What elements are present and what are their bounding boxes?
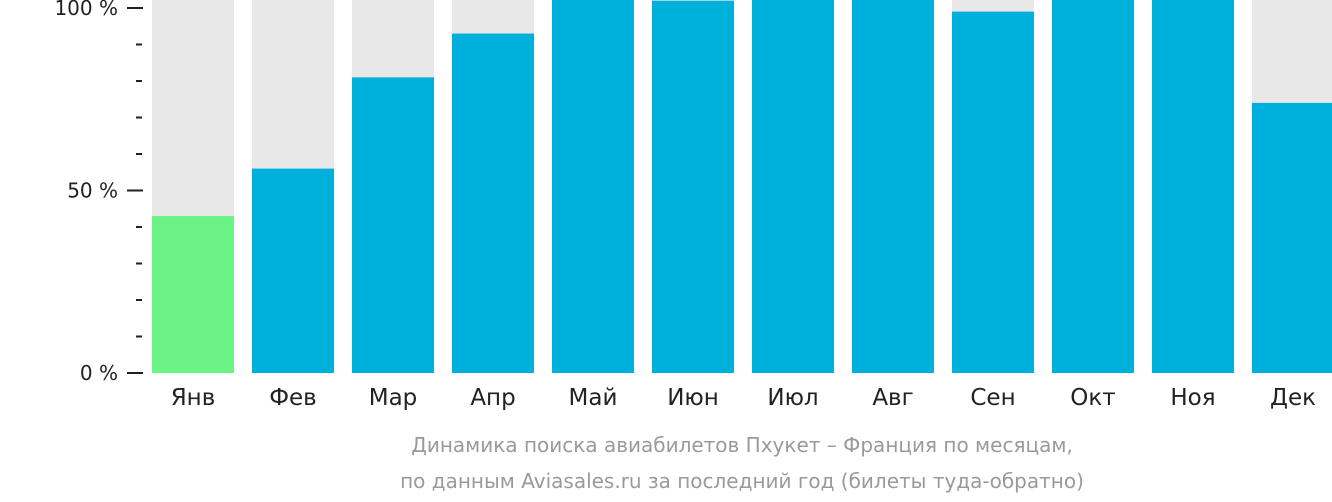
bar-10 <box>1052 0 1134 373</box>
bar-1 <box>152 216 234 373</box>
bar-11 <box>1152 0 1234 373</box>
x-tick-label-4: Апр <box>470 385 515 411</box>
y-tick-label-3: 0 % <box>80 361 118 385</box>
x-tick-label-10: Окт <box>1070 385 1115 411</box>
bar-5 <box>552 0 634 373</box>
y-axis: 100 % 50 % 0 % <box>54 0 143 385</box>
x-tick-label-6: Июн <box>667 385 719 411</box>
data-bars <box>152 0 1332 374</box>
caption-line-1: Динамика поиска авиабилетов Пхукет – Фра… <box>411 433 1073 457</box>
bar-4 <box>452 33 534 374</box>
x-tick-label-3: Мар <box>369 385 418 411</box>
bar-8 <box>852 0 934 373</box>
y-tick-label-2: 50 % <box>67 179 118 203</box>
x-tick-label-2: Фев <box>269 385 317 411</box>
bar-12 <box>1252 102 1332 374</box>
x-axis-labels: Янв Фев Мар Апр Май Июн Июл Авг Сен Окт Ноя Дек <box>171 385 1316 411</box>
bar-7 <box>752 0 834 373</box>
bar-3 <box>352 77 434 373</box>
x-tick-label-5: Май <box>569 385 618 411</box>
x-tick-label-11: Ноя <box>1170 385 1215 411</box>
y-tick-label-1: 100 % <box>54 0 118 20</box>
chart-caption: Динамика поиска авиабилетов Пхукет – Фра… <box>400 433 1084 493</box>
x-tick-label-12: Дек <box>1270 385 1316 411</box>
bar-9 <box>952 11 1034 374</box>
bar-6 <box>652 0 734 373</box>
x-tick-label-7: Июл <box>767 385 818 411</box>
bar-2 <box>252 168 334 373</box>
x-tick-label-1: Янв <box>171 385 216 411</box>
x-tick-label-8: Авг <box>872 385 913 411</box>
x-tick-label-9: Сен <box>970 385 1015 411</box>
caption-line-2: по данным Aviasales.ru за последний год … <box>400 469 1084 493</box>
